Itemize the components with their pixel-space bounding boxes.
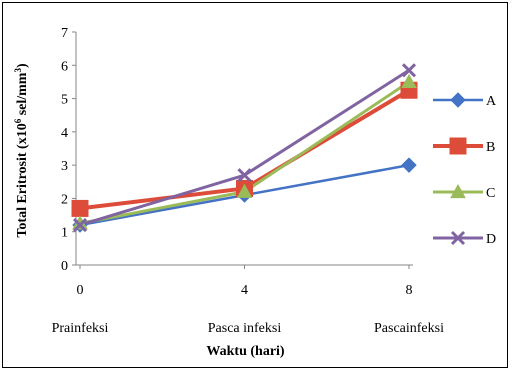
x-tick-label: 0 bbox=[77, 283, 84, 298]
category-labels: Prainfeksi Pasca infeksi Pascainfeksi bbox=[52, 321, 444, 336]
y-title-part: Total Eritrosit (x10 bbox=[15, 123, 30, 237]
data-point-d bbox=[72, 217, 88, 233]
data-point-d bbox=[237, 168, 252, 183]
y-tick-label: 2 bbox=[61, 192, 68, 207]
legend-label: A bbox=[486, 94, 497, 109]
legend-entry-c: C bbox=[433, 183, 495, 201]
legend-marker bbox=[450, 230, 466, 246]
y-tick-label: 3 bbox=[61, 159, 68, 174]
y-tick-label: 6 bbox=[61, 59, 68, 74]
y-title-sup: 6 bbox=[13, 118, 23, 123]
line-chart: 0 1 2 3 4 5 6 7 0 4 8 Prainfeksi Pasca infeksi Pasc… bbox=[13, 26, 497, 359]
y-tick-label: 1 bbox=[61, 226, 68, 241]
data-point-d bbox=[401, 63, 417, 78]
y-tick-label: 5 bbox=[61, 93, 68, 108]
data-point-c bbox=[236, 183, 253, 198]
y-tick-labels: 0 1 2 3 4 5 6 7 bbox=[61, 26, 68, 274]
legend-label: D bbox=[486, 232, 496, 247]
data-point-b bbox=[71, 199, 89, 217]
legend-label: C bbox=[486, 186, 495, 201]
legend: A B C D bbox=[433, 92, 497, 247]
legend-marker bbox=[449, 137, 467, 155]
x-tick-label: 8 bbox=[406, 283, 413, 298]
x-tick-labels: 0 4 8 bbox=[77, 283, 413, 298]
legend-marker bbox=[450, 92, 466, 108]
x-tick-label: 4 bbox=[241, 283, 248, 298]
legend-entry-b: B bbox=[433, 137, 495, 155]
series-markers bbox=[71, 63, 418, 233]
data-point-a bbox=[401, 157, 417, 173]
category-label: Prainfeksi bbox=[52, 321, 109, 336]
y-title-part: sel/mm bbox=[15, 72, 30, 119]
legend-entry-d: D bbox=[433, 230, 496, 247]
category-label: Pascainfeksi bbox=[374, 321, 444, 336]
y-tick-label: 7 bbox=[61, 26, 68, 41]
legend-entry-a: A bbox=[433, 92, 497, 109]
chart-frame: 0 1 2 3 4 5 6 7 0 4 8 Prainfeksi Pasca infeksi Pasc… bbox=[2, 2, 508, 368]
axes bbox=[72, 31, 413, 269]
category-label: Pasca infeksi bbox=[208, 321, 282, 336]
y-title-sup: 3 bbox=[13, 68, 23, 73]
y-axis-title: Total Eritrosit (x106 sel/mm3) bbox=[13, 63, 30, 238]
y-title-part: ) bbox=[15, 63, 30, 68]
legend-marker bbox=[450, 183, 466, 199]
marker-stroke bbox=[401, 63, 417, 78]
marker-stroke bbox=[237, 168, 252, 183]
marker-stroke bbox=[450, 230, 466, 246]
y-tick-label: 0 bbox=[61, 259, 68, 274]
marker-stroke bbox=[72, 217, 88, 233]
legend-label: B bbox=[486, 140, 495, 155]
x-axis-title: Waktu (hari) bbox=[206, 344, 285, 359]
y-tick-label: 4 bbox=[61, 126, 68, 141]
data-point-c bbox=[401, 73, 417, 89]
